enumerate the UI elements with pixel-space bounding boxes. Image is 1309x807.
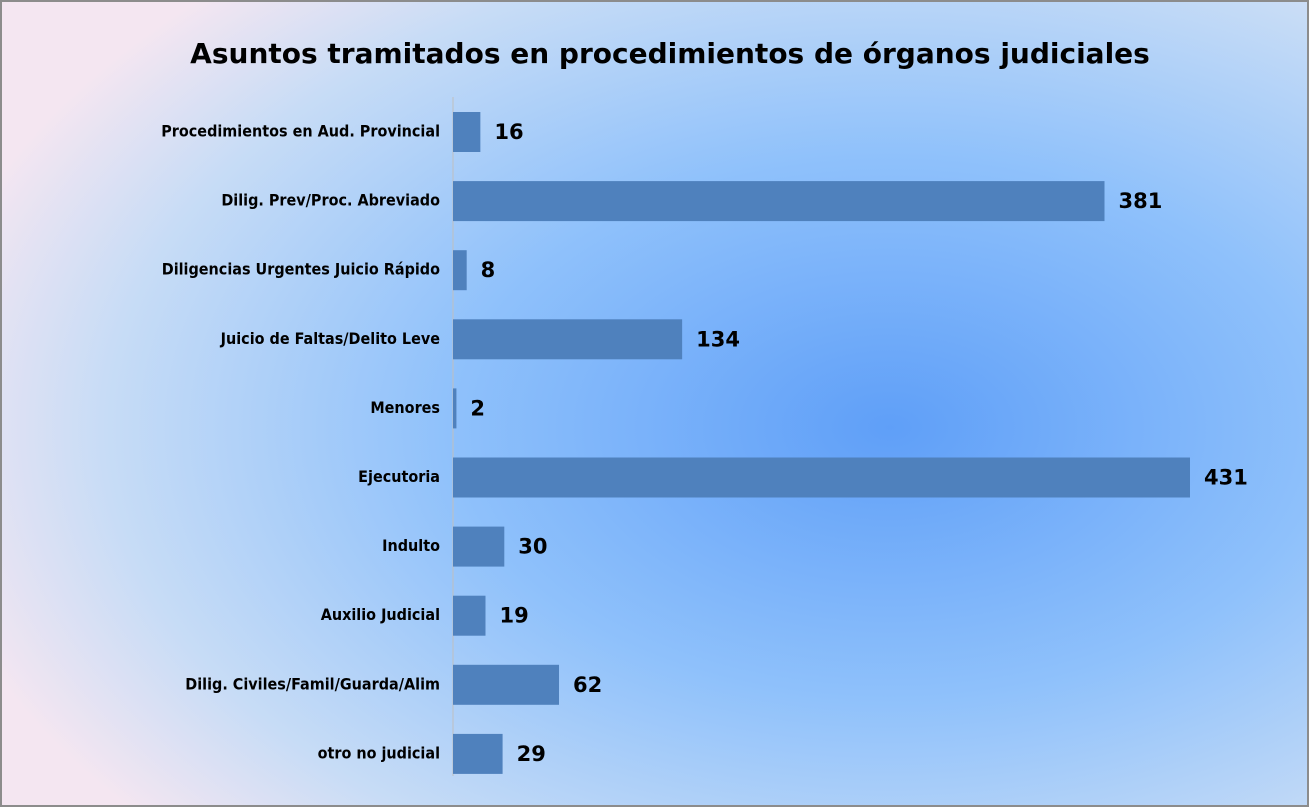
y-tick-label: Indulto (382, 536, 440, 555)
y-tick-label: Juicio de Faltas/Delito Leve (220, 329, 441, 348)
value-label: 431 (1204, 466, 1248, 490)
y-tick-label: Procedimientos en Aud. Provincial (161, 122, 440, 141)
bar (453, 181, 1105, 222)
value-label: 2 (470, 396, 485, 420)
bar (453, 319, 683, 360)
bar (453, 526, 505, 567)
bar (453, 664, 560, 705)
value-label: 29 (517, 742, 546, 766)
bar (453, 457, 1190, 498)
y-tick-label: Auxilio Judicial (321, 605, 440, 624)
bar (453, 250, 467, 291)
value-label: 134 (696, 327, 740, 351)
bar (453, 733, 503, 774)
y-tick-label: Dilig. Civiles/Famil/Guarda/Alim (185, 674, 440, 693)
y-tick-label: Ejecutoria (358, 467, 440, 486)
value-label: 8 (481, 258, 496, 282)
y-tick-label: Dilig. Prev/Proc. Abreviado (221, 191, 440, 210)
bar (453, 388, 457, 429)
value-label: 62 (573, 673, 602, 697)
bar (453, 112, 481, 152)
bar (453, 595, 486, 636)
value-label: 19 (499, 604, 528, 628)
value-label: 30 (518, 535, 547, 559)
y-tick-label: Menores (370, 398, 440, 417)
y-tick-label: Diligencias Urgentes Juicio Rápido (162, 260, 440, 279)
value-label: 381 (1119, 189, 1163, 213)
y-tick-label: otro no judicial (318, 743, 440, 762)
chart-title: Asuntos tramitados en procedimientos de … (190, 37, 1150, 70)
value-label: 16 (494, 120, 523, 144)
